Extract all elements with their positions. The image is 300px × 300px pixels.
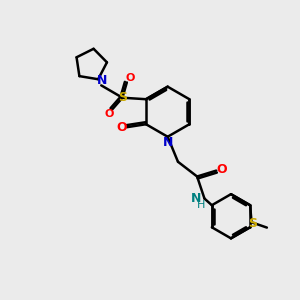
Text: O: O — [216, 163, 227, 176]
Text: N: N — [163, 136, 173, 148]
Text: S: S — [118, 91, 127, 104]
Text: S: S — [248, 217, 257, 230]
Text: O: O — [125, 73, 134, 83]
Text: O: O — [104, 109, 114, 119]
Text: H: H — [197, 200, 206, 210]
Text: N: N — [97, 74, 107, 88]
Text: O: O — [116, 121, 127, 134]
Text: N: N — [190, 192, 201, 205]
